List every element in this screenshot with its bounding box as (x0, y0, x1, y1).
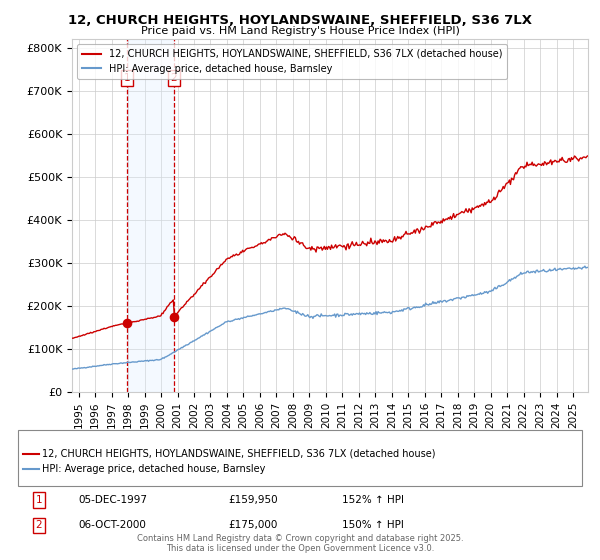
Text: 12, CHURCH HEIGHTS, HOYLANDSWAINE, SHEFFIELD, S36 7LX: 12, CHURCH HEIGHTS, HOYLANDSWAINE, SHEFF… (68, 14, 532, 27)
Text: 06-OCT-2000: 06-OCT-2000 (78, 520, 146, 530)
Text: £175,000: £175,000 (228, 520, 277, 530)
Text: 2: 2 (35, 520, 43, 530)
Point (122, 319, 131, 328)
Text: 1: 1 (124, 73, 130, 83)
Text: Price paid vs. HM Land Registry's House Price Index (HPI): Price paid vs. HM Land Registry's House … (140, 26, 460, 36)
Bar (127, 39, 174, 392)
Text: 1: 1 (35, 495, 43, 505)
Text: 12, CHURCH HEIGHTS, HOYLANDSWAINE, SHEFFIELD, S36 7LX (detached house): 12, CHURCH HEIGHTS, HOYLANDSWAINE, SHEFF… (42, 449, 436, 459)
Text: 152% ↑ HPI: 152% ↑ HPI (342, 495, 404, 505)
Legend: 12, CHURCH HEIGHTS, HOYLANDSWAINE, SHEFFIELD, S36 7LX (detached house), HPI: Ave: 12, CHURCH HEIGHTS, HOYLANDSWAINE, SHEFF… (77, 44, 508, 78)
Point (169, 312, 179, 321)
Text: Contains HM Land Registry data © Crown copyright and database right 2025.
This d: Contains HM Land Registry data © Crown c… (137, 534, 463, 553)
Text: HPI: Average price, detached house, Barnsley: HPI: Average price, detached house, Barn… (42, 464, 265, 474)
Text: 150% ↑ HPI: 150% ↑ HPI (342, 520, 404, 530)
Text: 05-DEC-1997: 05-DEC-1997 (78, 495, 147, 505)
Text: 2: 2 (170, 73, 177, 83)
Text: £159,950: £159,950 (228, 495, 278, 505)
